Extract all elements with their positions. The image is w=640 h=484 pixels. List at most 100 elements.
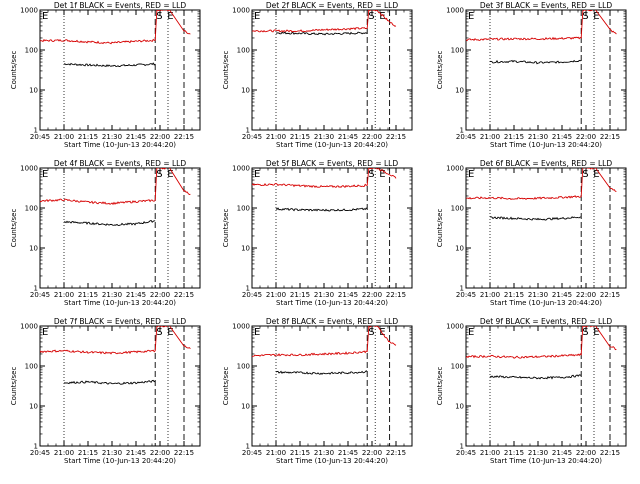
y-tick-label: 1 [246,443,250,451]
x-tick-label: 21:00 [480,449,500,457]
x-tick-label: 21:15 [78,133,98,141]
start-marker: S [582,169,588,180]
x-tick-label: 21:45 [126,291,146,299]
plot-area [40,326,191,385]
x-tick-label: 22:15 [600,291,620,299]
chart-title: Det 8f BLACK = Events, RED = LLD [266,317,399,326]
events-series-line [63,62,156,68]
x-tick-label: 21:15 [504,449,524,457]
x-tick-label: 22:00 [362,291,382,299]
start-marker: S [156,169,162,180]
y-tick-label: 1 [246,127,250,135]
y-axis-label: Counts/sec [10,367,18,406]
end-marker: E [167,11,173,22]
x-tick-label: 20:45 [242,133,262,141]
y-tick-label: 100 [451,47,464,55]
x-tick-label: 21:45 [126,449,146,457]
x-tick-label: 22:15 [174,291,194,299]
end-marker: E [167,327,173,338]
corner-marker: E [468,11,474,22]
x-tick-label: 21:45 [552,449,572,457]
x-tick-label: 22:00 [576,449,596,457]
y-tick-label: 10 [29,87,38,95]
start-marker: S [156,11,162,22]
y-tick-label: 10 [241,403,250,411]
x-axis-label: Start Time (10-Jun-13 20:44:20) [276,299,388,307]
x-tick-label: 20:45 [456,291,476,299]
end-marker: E [379,169,385,180]
x-tick-label: 21:45 [126,133,146,141]
x-tick-label: 22:15 [174,133,194,141]
x-tick-label: 22:15 [386,449,406,457]
y-tick-label: 100 [237,363,250,371]
x-tick-label: 21:00 [480,291,500,299]
x-tick-label: 21:00 [54,133,74,141]
y-tick-label: 1000 [20,7,38,15]
x-tick-label: 20:45 [30,449,50,457]
corner-marker: E [254,327,260,338]
chart-panel-3: Det 3f BLACK = Events, RED = LLD 1 10 100 10… [436,1,627,149]
x-axis-label: Start Time (10-Jun-13 20:44:20) [490,457,602,465]
x-tick-label: 21:15 [78,291,98,299]
y-tick-label: 10 [455,245,464,253]
chart-panel-4: Det 4f BLACK = Events, RED = LLD 1 10 100 10… [10,159,201,307]
y-tick-label: 1000 [446,7,464,15]
chart-panel-2: Det 2f BLACK = Events, RED = LLD 1 10 100 10… [222,1,413,149]
events-series-line [275,207,368,212]
x-tick-label: 21:45 [338,291,358,299]
events-series-line [489,59,582,65]
y-tick-label: 100 [451,363,464,371]
x-tick-label: 21:00 [266,291,286,299]
plot-area [252,168,397,212]
x-tick-label: 21:00 [54,449,74,457]
y-tick-label: 1000 [20,323,38,331]
start-marker: S [582,327,588,338]
x-tick-label: 22:00 [576,291,596,299]
x-tick-label: 20:45 [456,133,476,141]
y-axis-label: Counts/sec [222,209,230,248]
y-tick-label: 100 [25,363,38,371]
y-tick-label: 10 [455,87,464,95]
chart-panel-1: Det 1f BLACK = Events, RED = LLD 1 10 100 10… [10,1,201,149]
chart-title: Det 4f BLACK = Events, RED = LLD [54,159,187,168]
x-tick-label: 22:15 [386,291,406,299]
corner-marker: E [42,169,48,180]
y-tick-label: 10 [29,403,38,411]
chart-title: Det 3f BLACK = Events, RED = LLD [480,1,613,10]
start-marker: S [368,11,374,22]
x-tick-label: 21:15 [78,449,98,457]
y-axis-label: Counts/sec [222,367,230,406]
events-series-line [489,216,582,221]
y-tick-label: 1 [34,285,38,293]
y-axis-label: Counts/sec [436,51,444,90]
lld-series-line [466,168,617,200]
lld-series-line [252,168,397,189]
x-tick-label: 21:15 [290,449,310,457]
events-series-line [275,31,368,36]
lld-series-line [466,10,617,42]
x-tick-label: 21:15 [290,291,310,299]
chart-title: Det 5f BLACK = Events, RED = LLD [266,159,399,168]
y-tick-label: 1 [460,285,464,293]
lld-series-line [40,168,191,206]
events-series-line [489,374,582,380]
x-tick-label: 22:15 [600,133,620,141]
lld-series-line [40,10,191,45]
plot-area [466,326,617,380]
x-tick-label: 21:00 [266,449,286,457]
y-tick-label: 1 [460,127,464,135]
chart-panel-5: Det 5f BLACK = Events, RED = LLD 1 10 100 10… [222,159,413,307]
y-tick-label: 1000 [446,165,464,173]
end-marker: E [379,327,385,338]
x-tick-label: 21:30 [102,133,122,141]
x-tick-label: 20:45 [30,291,50,299]
end-marker: E [593,327,599,338]
x-tick-label: 22:15 [386,133,406,141]
lld-series-line [466,326,617,359]
y-tick-label: 1 [34,443,38,451]
x-tick-label: 21:30 [314,449,334,457]
x-tick-label: 21:15 [504,133,524,141]
x-axis-label: Start Time (10-Jun-13 20:44:20) [276,457,388,465]
